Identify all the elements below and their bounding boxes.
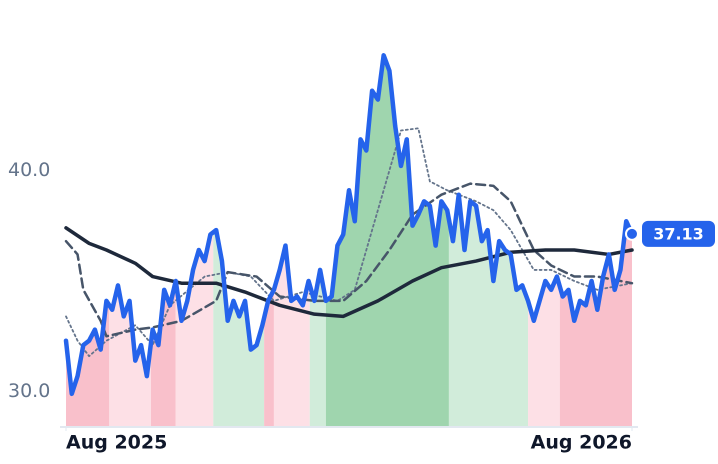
regime-band (175, 55, 214, 427)
regime-band (264, 55, 274, 427)
regime-band (309, 55, 326, 427)
regime-band (273, 55, 310, 427)
x-tick-label: Aug 2026 (531, 432, 632, 454)
regime-band (213, 55, 265, 427)
band-layer (66, 55, 632, 427)
last-point (625, 226, 639, 241)
moving-average-line (64, 226, 634, 319)
x-tick-label: Aug 2025 (66, 432, 167, 454)
price-line (63, 53, 635, 397)
last-value-label: 37.13 (653, 224, 704, 243)
last-value-pill (642, 220, 715, 247)
y-tick-label: 30.0 (8, 380, 50, 402)
regime-band (528, 55, 560, 427)
y-tick-label: 40.0 (8, 159, 50, 181)
regime-band (559, 55, 632, 427)
regime-band (66, 55, 110, 427)
regime-band (150, 55, 176, 427)
moving-average-line (64, 182, 634, 338)
